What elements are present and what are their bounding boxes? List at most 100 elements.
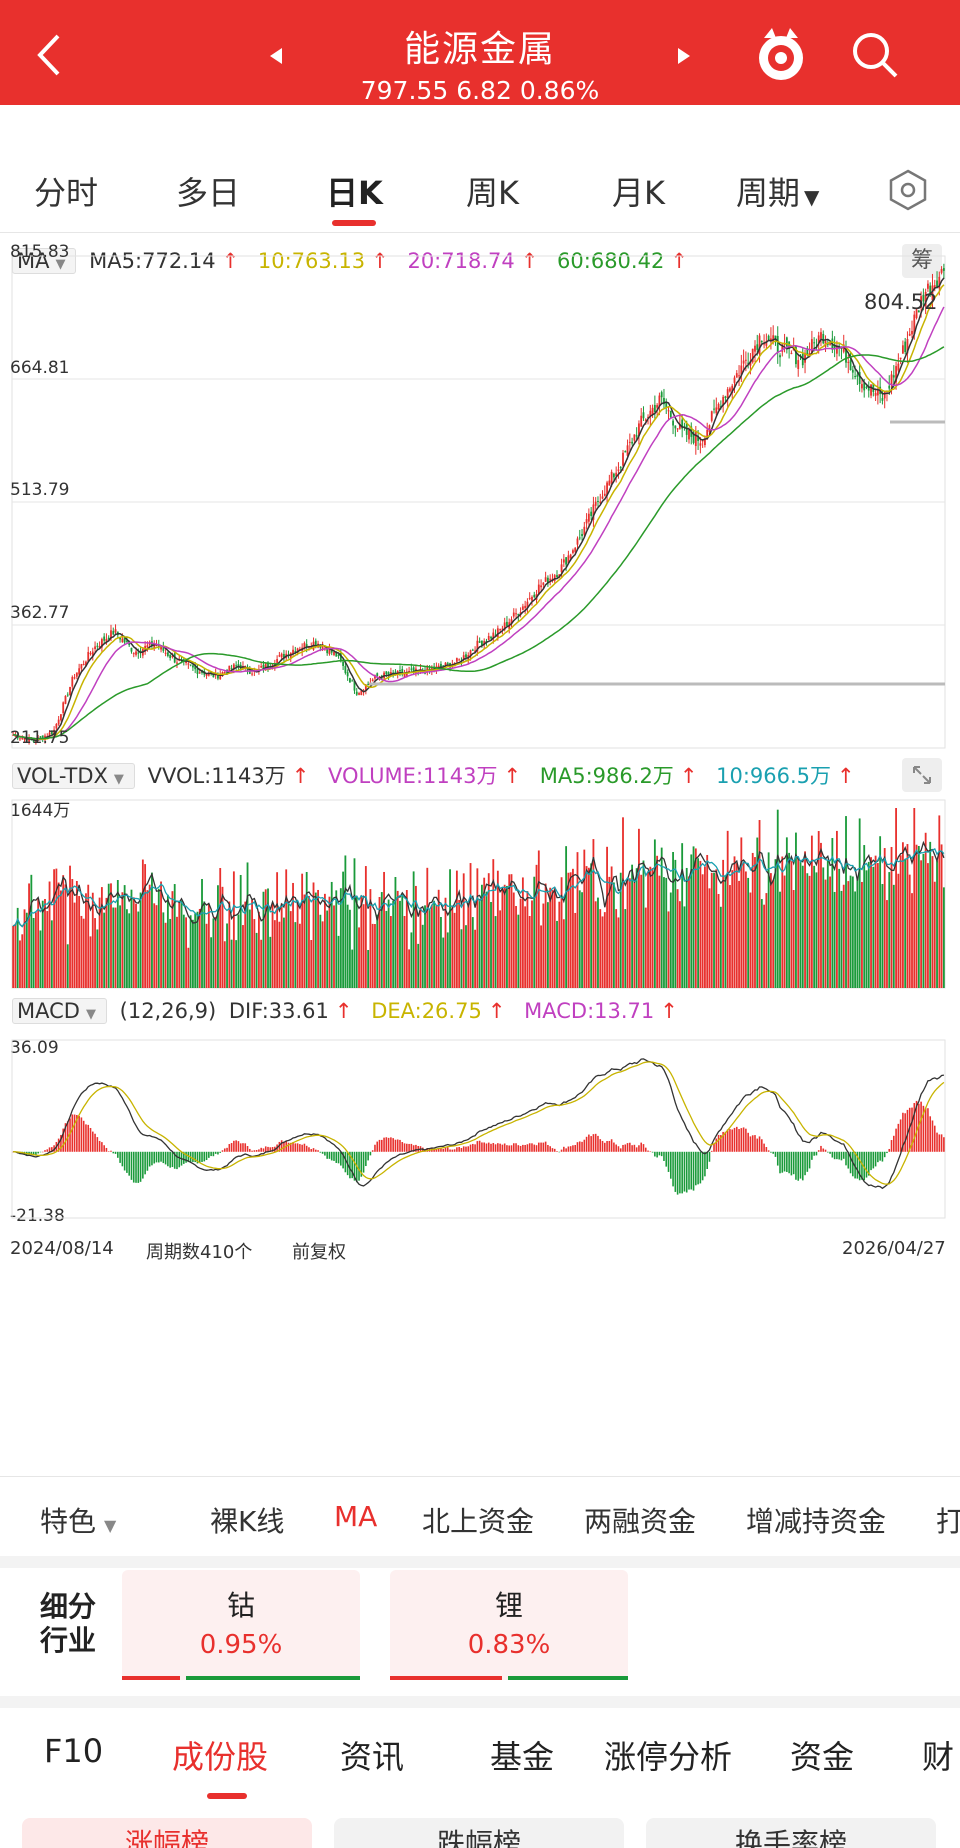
candle-body xyxy=(865,386,868,388)
volume-bar xyxy=(369,889,372,988)
candle-body xyxy=(78,668,81,675)
macd-bar xyxy=(836,1151,838,1160)
pill-gainers[interactable]: 涨幅榜 xyxy=(22,1818,312,1848)
pill-losers[interactable]: 跌幅榜 xyxy=(334,1818,624,1848)
next-arrow-icon[interactable] xyxy=(676,46,692,66)
volume-bar xyxy=(471,917,474,988)
dea-line xyxy=(13,1061,945,1185)
volume-bar xyxy=(285,869,288,988)
volume-bar xyxy=(392,900,395,988)
macd-bar xyxy=(774,1151,777,1157)
volume-bar xyxy=(653,839,656,988)
macd-bar xyxy=(385,1137,388,1152)
candle-body xyxy=(549,578,552,581)
volume-bar xyxy=(21,934,24,988)
tab-funds[interactable]: 基金 xyxy=(490,1738,555,1776)
macd-bar xyxy=(638,1145,640,1152)
volume-bar xyxy=(378,897,381,988)
candle-body xyxy=(176,662,178,664)
settings-hexagon-icon[interactable] xyxy=(886,168,930,212)
macd-bar xyxy=(69,1118,71,1152)
ma-selector[interactable]: MA ▼ xyxy=(12,248,77,274)
volume-bar xyxy=(883,848,886,988)
volume-bar xyxy=(808,875,811,988)
feature-margin[interactable]: 两融资金 xyxy=(584,1505,697,1538)
macd-bar xyxy=(155,1151,158,1163)
period-count: 周期数410个 xyxy=(146,1242,253,1263)
candle-body xyxy=(367,683,370,685)
volume-bar xyxy=(32,917,35,988)
macd-bar xyxy=(556,1151,558,1152)
volume-bar xyxy=(770,873,772,988)
up-arrow-icon: ↑ xyxy=(660,999,678,1023)
macd-bar xyxy=(886,1151,888,1154)
candle-body xyxy=(597,500,599,502)
feature-northbound[interactable]: 北上资金 xyxy=(422,1505,535,1538)
macd-bar xyxy=(126,1151,128,1173)
price-chart[interactable] xyxy=(0,238,960,758)
expand-icon[interactable] xyxy=(902,758,942,792)
volume-bar xyxy=(710,872,713,988)
volume-bar xyxy=(446,932,449,988)
volume-bar xyxy=(210,937,213,988)
volume-bar xyxy=(829,876,831,988)
macd-bar xyxy=(902,1112,904,1152)
volume-chart[interactable] xyxy=(0,788,960,998)
volume-bar xyxy=(221,886,224,988)
search-icon[interactable] xyxy=(850,30,900,80)
tab-capital[interactable]: 资金 xyxy=(790,1738,855,1776)
volume-bar xyxy=(449,869,451,988)
mascot-icon[interactable] xyxy=(752,24,810,86)
tab-duori[interactable]: 多日 xyxy=(176,174,241,212)
macd-bar xyxy=(433,1149,435,1152)
tab-fenshi[interactable]: 分时 xyxy=(34,174,99,212)
adjust-type[interactable]: 前复权 xyxy=(292,1242,346,1263)
tab-financial[interactable]: 财 xyxy=(922,1738,955,1776)
volume-bar xyxy=(619,872,622,988)
macd-bar xyxy=(726,1129,729,1152)
candle-body xyxy=(754,345,756,352)
macd-selector[interactable]: MACD ▼ xyxy=(12,998,107,1024)
volume-bar xyxy=(642,860,645,988)
macd-chart[interactable] xyxy=(0,1028,960,1228)
tab-period-dropdown[interactable]: 周期 ▼ xyxy=(736,168,819,214)
macd-bar xyxy=(417,1145,419,1152)
industry-card-cobalt[interactable]: 钴 0.95% xyxy=(122,1570,360,1680)
tab-month-k[interactable]: 月K xyxy=(612,174,665,212)
ma-indicator-row: MA ▼ MA5:772.14 ↑ 10:763.13 ↑ 20:718.74 ↑ 60… xyxy=(12,248,700,274)
feature-more[interactable]: 打 xyxy=(936,1505,960,1538)
tab-constituents[interactable]: 成份股 xyxy=(172,1738,269,1776)
prev-arrow-icon[interactable] xyxy=(268,46,284,66)
tab-news[interactable]: 资讯 xyxy=(340,1738,405,1776)
volume-bar xyxy=(37,898,40,988)
feature-ma[interactable]: MA xyxy=(334,1500,378,1533)
volume-bar xyxy=(116,880,119,988)
tab-day-k[interactable]: 日K xyxy=(326,174,383,212)
macd-bar xyxy=(792,1151,795,1175)
vol-selector[interactable]: VOL-TDX ▼ xyxy=(12,763,135,789)
macd-bar xyxy=(335,1151,338,1163)
macd-bar xyxy=(96,1137,99,1152)
tab-week-k[interactable]: 周K xyxy=(466,174,519,212)
macd-bar xyxy=(401,1142,404,1152)
macd-bar xyxy=(647,1150,649,1152)
candle-body xyxy=(71,677,74,687)
pill-turnover[interactable]: 换手率榜 xyxy=(646,1818,936,1848)
macd-bar xyxy=(583,1139,586,1152)
tab-limit-up-analysis[interactable]: 涨停分析 xyxy=(604,1738,733,1776)
volume-bar xyxy=(421,924,424,988)
news-ticker[interactable]: ▔▔▔ ▔▔▔▔ ▔▔▔▔▔ ▔▔▔▔▔▔▔ ▔▔▔ ▔▔▔▔▔▔▔▔ xyxy=(0,105,960,127)
industry-card-lithium[interactable]: 锂 0.83% xyxy=(390,1570,628,1680)
feature-dropdown[interactable]: 特色 ▼ xyxy=(40,1500,116,1540)
volume-bar xyxy=(765,893,768,988)
candle-body xyxy=(776,336,779,353)
macd-bar xyxy=(492,1142,495,1152)
chip-button[interactable]: 筹 xyxy=(902,244,942,278)
feature-naked-k[interactable]: 裸K线 xyxy=(210,1505,285,1538)
back-icon[interactable] xyxy=(30,30,70,80)
volume-bar xyxy=(528,916,531,988)
feature-holdings-change[interactable]: 增减持资金 xyxy=(746,1505,887,1538)
tab-f10[interactable]: F10 xyxy=(44,1732,104,1770)
macd-bar xyxy=(435,1148,438,1152)
volume-bar xyxy=(205,923,208,988)
